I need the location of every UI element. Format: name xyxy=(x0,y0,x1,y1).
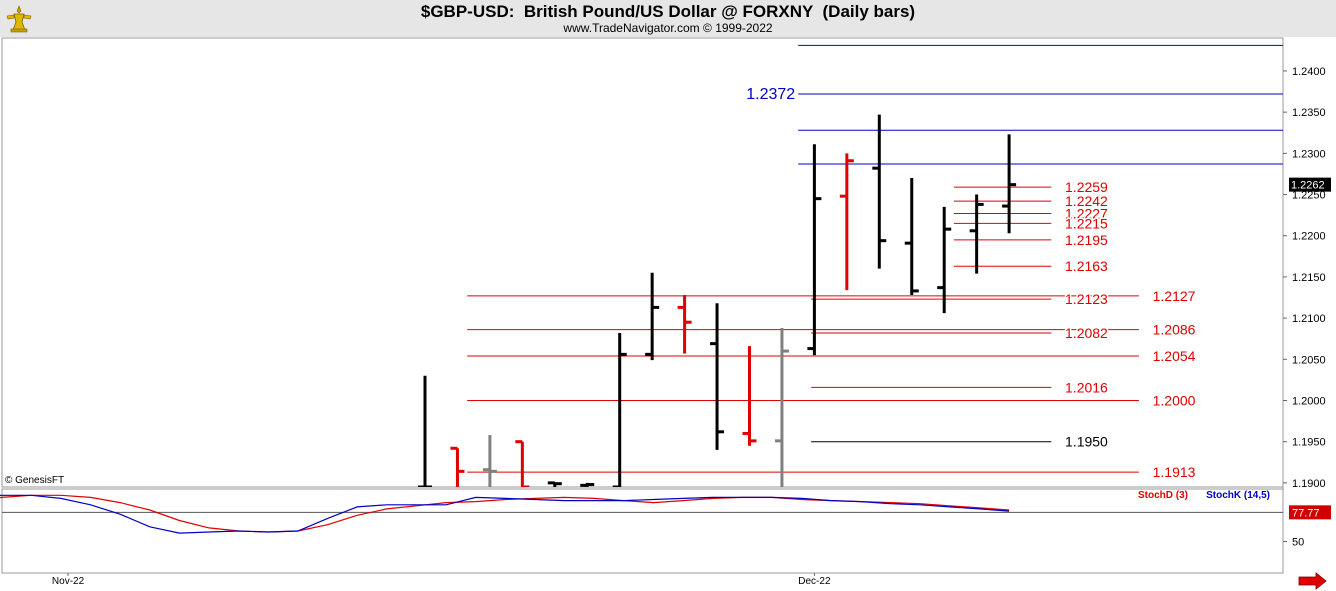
price-level-label: 1.2227 xyxy=(1065,205,1108,221)
price-tick-label: 1.2150 xyxy=(1292,272,1326,284)
price-level-label: 1.2016 xyxy=(1065,379,1108,395)
price-tick-label: 1.2250 xyxy=(1292,190,1326,202)
legend-stoch-d: StochD (3) xyxy=(1138,490,1188,501)
price-axis: 1.2400 1.2350 1.2300 1.2250 1.2200 1.2150 1.21… xyxy=(1283,66,1331,490)
ohlc-bar xyxy=(677,295,692,354)
chart-subtitle: www.TradeNavigator.com © 1999-2022 xyxy=(563,21,773,35)
stoch-value-label: 77.77 xyxy=(1292,507,1320,519)
ohlc-bar xyxy=(645,272,660,361)
price-levels xyxy=(467,44,1283,473)
price-level-label: 1.2242 xyxy=(1065,193,1108,209)
price-tick-label: 1.2300 xyxy=(1292,148,1326,160)
price-level-label: 1.1950 xyxy=(1065,434,1108,450)
ohlc-bar xyxy=(839,153,854,291)
price-level-label: 1.2127 xyxy=(1153,288,1196,304)
ohlc-bar xyxy=(774,327,789,487)
price-tick-label: 1.2400 xyxy=(1292,66,1326,78)
ohlc-bar xyxy=(742,346,757,446)
price-level-label: 1.2082 xyxy=(1065,325,1108,341)
ohlc-bar xyxy=(969,194,984,274)
ohlc-bar xyxy=(710,303,725,450)
stoch-k-line xyxy=(0,494,1010,534)
stoch-value-badge xyxy=(1289,505,1331,520)
price-tick-label: 1.2050 xyxy=(1292,354,1326,366)
ohlc-bar xyxy=(807,144,822,356)
ohlc-bar xyxy=(580,482,595,487)
ohlc-bar xyxy=(547,481,562,487)
ohlc-bar xyxy=(515,440,530,487)
main-panel-border xyxy=(1,37,1284,488)
legend-stoch-k: StochK (14,5) xyxy=(1206,490,1270,501)
trader-figure-icon xyxy=(4,3,34,38)
price-level-label: 1.2372 xyxy=(746,86,795,103)
chart-title: $GBP-USD: British Pound/US Dollar @ FORX… xyxy=(420,2,916,21)
time-axis: Nov-22 Dec-22 xyxy=(52,573,831,587)
level-labels: 1.24311.23721.23281.22871.22591.22421.22… xyxy=(745,85,1197,482)
price-level-label: 1.1913 xyxy=(1153,464,1196,480)
ohlc-bar xyxy=(612,332,627,487)
price-bars xyxy=(418,114,1017,487)
price-tick-label: 1.2100 xyxy=(1292,313,1326,325)
ohlc-bar xyxy=(1002,134,1017,234)
price-tick-label: 1.1900 xyxy=(1292,478,1326,490)
price-level-label: 1.2086 xyxy=(1153,322,1196,338)
ohlc-bar xyxy=(450,446,465,487)
title-bar xyxy=(0,0,1336,37)
stochastic-panel: 50 77.77 StochD (3) StochK (14,5) xyxy=(0,490,1331,549)
last-price-label: 1.2262 xyxy=(1291,180,1325,192)
time-tick-label: Nov-22 xyxy=(52,576,85,587)
price-level-label: 1.2123 xyxy=(1065,291,1108,307)
price-tick-label: 1.2200 xyxy=(1292,231,1326,243)
price-tick-label: 1.2000 xyxy=(1292,395,1326,407)
right-arrow-icon[interactable] xyxy=(1298,572,1327,590)
price-level-label: 1.2259 xyxy=(1065,179,1108,195)
time-tick-label: Dec-22 xyxy=(798,576,831,587)
last-price-badge xyxy=(1289,177,1331,192)
price-tick-label: 1.1950 xyxy=(1292,437,1326,449)
ohlc-bar xyxy=(482,435,497,487)
price-level-label: 1.2000 xyxy=(1153,392,1196,408)
price-level-label: 1.2163 xyxy=(1065,258,1108,274)
ohlc-bar xyxy=(872,114,887,269)
ohlc-bar xyxy=(418,375,432,487)
ohlc-bar xyxy=(904,178,919,296)
price-tick-label: 1.2350 xyxy=(1292,107,1326,119)
price-level-label: 1.2054 xyxy=(1153,348,1196,364)
chart-frame xyxy=(1,37,1284,574)
price-level-label: 1.2195 xyxy=(1065,232,1108,248)
ohlc-bar xyxy=(937,206,952,314)
watermark: © GenesisFT xyxy=(5,475,64,486)
price-level-label: 1.2215 xyxy=(1065,215,1108,231)
stoch-panel-border xyxy=(1,488,1284,574)
stoch-tick-label: 50 xyxy=(1292,537,1304,549)
